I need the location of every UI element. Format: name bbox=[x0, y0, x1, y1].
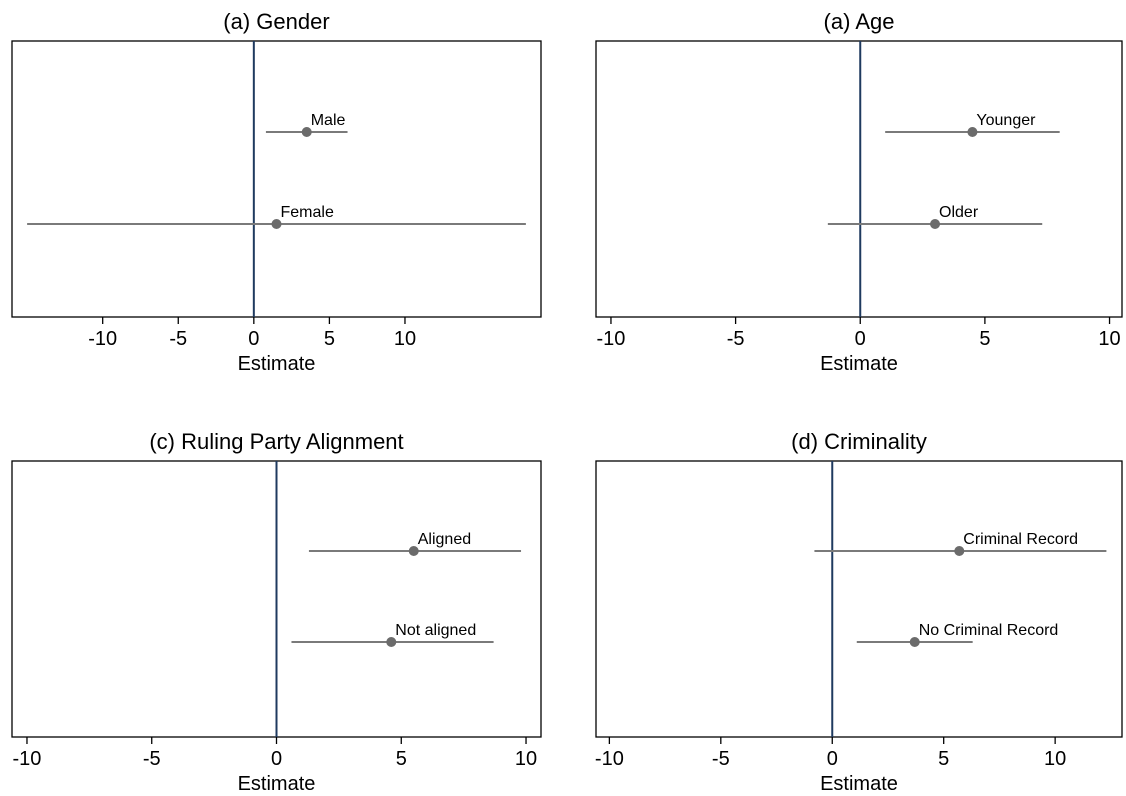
x-tick-label: -10 bbox=[13, 748, 42, 770]
x-tick-label: 10 bbox=[1098, 328, 1120, 350]
x-tick-label: 5 bbox=[324, 328, 335, 350]
point-estimate-criminal-record bbox=[954, 546, 965, 556]
x-tick-label: -5 bbox=[712, 748, 730, 770]
point-label-younger: Younger bbox=[976, 112, 1036, 129]
point-label-aligned: Aligned bbox=[418, 531, 471, 548]
x-tick-label: 5 bbox=[396, 748, 407, 770]
x-tick-label: 10 bbox=[515, 748, 537, 770]
plot-frame bbox=[11, 40, 542, 318]
plot-frame bbox=[595, 460, 1123, 738]
point-estimate-female bbox=[271, 219, 282, 229]
x-tick-label: 0 bbox=[248, 328, 259, 350]
x-tick-label: 0 bbox=[271, 748, 282, 770]
chart-title: (c) Ruling Party Alignment bbox=[149, 429, 403, 454]
point-estimate-no-criminal-record bbox=[909, 637, 920, 647]
point-estimate-not-aligned bbox=[386, 637, 397, 647]
x-tick-label: -5 bbox=[169, 328, 187, 350]
x-tick-label: 0 bbox=[827, 748, 838, 770]
plot-frame bbox=[595, 40, 1123, 318]
point-label-no-criminal-record: No Criminal Record bbox=[919, 622, 1059, 639]
chart-title: (a) Gender bbox=[223, 9, 329, 34]
point-estimate-aligned bbox=[408, 546, 419, 556]
point-label-criminal-record: Criminal Record bbox=[963, 531, 1078, 548]
x-axis-label: Estimate bbox=[238, 773, 316, 795]
x-tick-label: 10 bbox=[394, 328, 416, 350]
x-tick-label: 10 bbox=[1044, 748, 1066, 770]
x-axis-label: Estimate bbox=[238, 353, 316, 375]
point-label-older: Older bbox=[939, 204, 979, 221]
point-label-not-aligned: Not aligned bbox=[395, 622, 476, 639]
x-axis-label: Estimate bbox=[820, 353, 898, 375]
x-tick-label: 0 bbox=[855, 328, 866, 350]
chart-title: (a) Age bbox=[824, 9, 895, 34]
point-estimate-male bbox=[301, 127, 312, 137]
x-tick-label: -10 bbox=[88, 328, 117, 350]
point-estimate-older bbox=[930, 219, 941, 229]
point-estimate-younger bbox=[967, 127, 978, 137]
panel-criminality: (d) Criminality -10 -5 0 5 10 Estimate Criminal… bbox=[595, 429, 1123, 795]
chart-title: (d) Criminality bbox=[791, 429, 927, 454]
x-tick-label: -10 bbox=[595, 748, 624, 770]
x-tick-label: -5 bbox=[143, 748, 161, 770]
panel-age: (a) Age -10 -5 0 5 10 Estimate Younger Older bbox=[595, 9, 1123, 375]
x-tick-label: 5 bbox=[938, 748, 949, 770]
x-tick-label: 5 bbox=[979, 328, 990, 350]
x-tick-label: -10 bbox=[597, 328, 626, 350]
panel-ruling-party-alignment: (c) Ruling Party Alignment -10 -5 0 5 10 Estim… bbox=[11, 429, 542, 795]
point-label-female: Female bbox=[281, 204, 334, 221]
x-tick-label: -5 bbox=[727, 328, 745, 350]
panel-gender: (a) Gender -10 -5 0 5 10 Estimate Male Female bbox=[11, 9, 542, 375]
point-label-male: Male bbox=[311, 112, 346, 129]
x-axis-label: Estimate bbox=[820, 773, 898, 795]
